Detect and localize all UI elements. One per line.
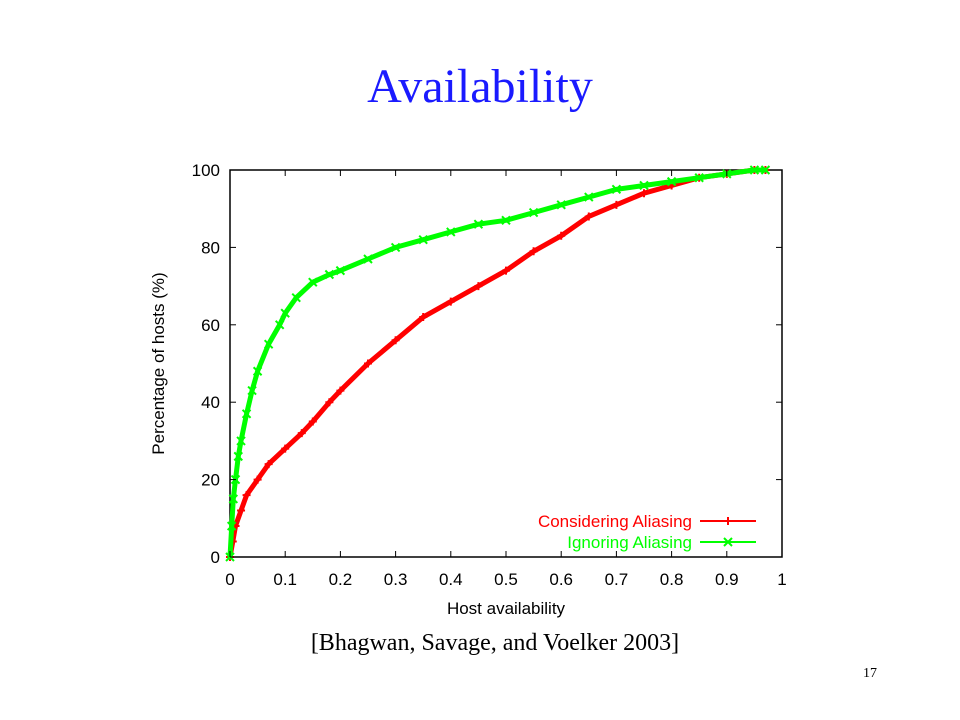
data-point-ignoring-aliasing bbox=[247, 385, 257, 396]
data-point-ignoring-aliasing bbox=[611, 184, 622, 195]
data-point-ignoring-aliasing bbox=[308, 277, 318, 287]
slide-number: 17 bbox=[863, 666, 877, 681]
y-tick-label: 80 bbox=[201, 238, 220, 257]
legend-label-ignoring-aliasing: Ignoring Aliasing bbox=[567, 533, 692, 552]
data-point-ignoring-aliasing bbox=[418, 234, 428, 245]
data-point-ignoring-aliasing bbox=[556, 200, 566, 210]
series-line-ignoring-aliasing bbox=[227, 167, 768, 560]
series-line-considering-aliasing bbox=[227, 167, 768, 560]
data-point-considering-aliasing bbox=[336, 386, 345, 395]
data-point-considering-aliasing bbox=[529, 247, 538, 256]
data-point-ignoring-aliasing bbox=[749, 165, 760, 175]
legend: Considering Aliasing Ignoring Aliasing bbox=[538, 512, 756, 552]
data-point-considering-aliasing bbox=[640, 189, 648, 198]
data-point-considering-aliasing bbox=[584, 212, 593, 221]
data-point-ignoring-aliasing bbox=[390, 242, 401, 253]
y-axis-label: Percentage of hosts (%) bbox=[149, 272, 168, 454]
x-tick-label: 0.6 bbox=[549, 570, 573, 589]
series-ignoring-aliasing bbox=[225, 165, 771, 562]
data-point-ignoring-aliasing bbox=[639, 180, 649, 191]
data-point-ignoring-aliasing bbox=[335, 265, 346, 276]
data-point-considering-aliasing bbox=[502, 266, 510, 275]
slide-title: Availability bbox=[367, 60, 593, 113]
x-tick-label: 0.7 bbox=[605, 570, 629, 589]
y-tick-label: 100 bbox=[192, 161, 220, 180]
data-point-ignoring-aliasing bbox=[528, 207, 539, 218]
x-axis-label: Host availability bbox=[447, 599, 566, 618]
legend-marker-considering-aliasing bbox=[724, 517, 732, 525]
series-layer bbox=[225, 165, 771, 562]
x-tick-label: 0.4 bbox=[439, 570, 463, 589]
data-point-ignoring-aliasing bbox=[252, 366, 263, 376]
data-point-considering-aliasing bbox=[419, 313, 428, 322]
data-point-ignoring-aliasing bbox=[226, 521, 237, 531]
data-point-considering-aliasing bbox=[474, 282, 483, 291]
data-point-considering-aliasing bbox=[281, 444, 290, 453]
x-tick-label: 0.8 bbox=[660, 570, 684, 589]
data-point-considering-aliasing bbox=[242, 491, 251, 500]
data-point-ignoring-aliasing bbox=[501, 215, 511, 226]
data-point-considering-aliasing bbox=[391, 336, 400, 345]
chart-figure: 0 0.1 0.2 0.3 0.4 0.5 0.6 0.7 0.8 0.9 1 0 20 40 60 80 10… bbox=[140, 150, 800, 630]
chart-background bbox=[140, 150, 800, 625]
data-point-considering-aliasing bbox=[325, 398, 334, 407]
x-tick-label: 0.1 bbox=[273, 570, 297, 589]
x-tick-label: 0.9 bbox=[715, 570, 739, 589]
data-point-ignoring-aliasing bbox=[228, 494, 239, 504]
y-tick-label: 40 bbox=[201, 393, 220, 412]
data-point-ignoring-aliasing bbox=[584, 192, 594, 202]
x-tick-label: 0.3 bbox=[384, 570, 408, 589]
x-tick-label: 0.2 bbox=[329, 570, 353, 589]
x-tick-label: 0 bbox=[225, 570, 234, 589]
x-tick-label: 1 bbox=[777, 570, 786, 589]
y-tick-label: 60 bbox=[201, 316, 220, 335]
data-point-considering-aliasing bbox=[308, 417, 317, 426]
legend-label-considering-aliasing: Considering Aliasing bbox=[538, 512, 692, 531]
data-point-considering-aliasing bbox=[557, 231, 566, 240]
data-point-ignoring-aliasing bbox=[363, 254, 373, 264]
series-considering-aliasing bbox=[226, 166, 770, 561]
data-point-ignoring-aliasing bbox=[324, 269, 335, 280]
axis-layer: 0 0.1 0.2 0.3 0.4 0.5 0.6 0.7 0.8 0.9 1 0 20 40 60 80 10… bbox=[192, 161, 787, 589]
data-point-ignoring-aliasing bbox=[263, 339, 274, 349]
data-point-considering-aliasing bbox=[237, 506, 246, 515]
data-point-ignoring-aliasing bbox=[236, 436, 246, 446]
data-point-ignoring-aliasing bbox=[473, 219, 484, 229]
data-point-ignoring-aliasing bbox=[666, 176, 677, 187]
citation: [Bhagwan, Savage, and Voelker 2003] bbox=[310, 630, 680, 656]
legend-marker-ignoring-aliasing bbox=[723, 537, 733, 547]
data-point-considering-aliasing bbox=[253, 475, 262, 484]
data-point-considering-aliasing bbox=[264, 460, 273, 469]
data-point-ignoring-aliasing bbox=[233, 451, 243, 462]
data-point-considering-aliasing bbox=[364, 359, 372, 368]
data-point-considering-aliasing bbox=[297, 429, 306, 438]
data-point-ignoring-aliasing bbox=[446, 227, 456, 237]
y-tick-label: 0 bbox=[211, 548, 220, 567]
chart-svg: 0 0.1 0.2 0.3 0.4 0.5 0.6 0.7 0.8 0.9 1 0 20 40 60 80 10… bbox=[140, 150, 800, 625]
data-point-ignoring-aliasing bbox=[694, 173, 704, 183]
data-point-ignoring-aliasing bbox=[274, 320, 285, 330]
data-point-ignoring-aliasing bbox=[241, 409, 252, 419]
data-point-ignoring-aliasing bbox=[280, 308, 290, 318]
y-tick-label: 20 bbox=[201, 471, 220, 490]
x-tick-label: 0.5 bbox=[494, 570, 518, 589]
data-point-ignoring-aliasing bbox=[760, 165, 771, 175]
data-point-ignoring-aliasing bbox=[291, 293, 301, 303]
data-point-considering-aliasing bbox=[612, 200, 621, 209]
data-point-considering-aliasing bbox=[446, 297, 455, 306]
